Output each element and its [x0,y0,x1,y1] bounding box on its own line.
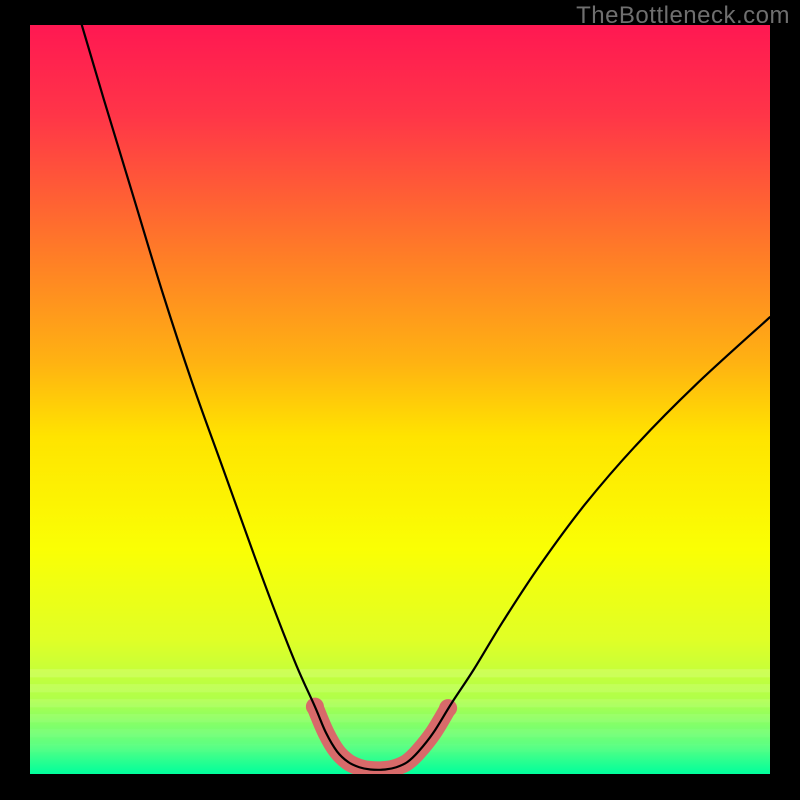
band-stripe [30,744,770,752]
plot-area [30,25,770,774]
band-stripe [30,669,770,677]
chart-container: TheBottleneck.com [0,0,800,800]
chart-svg [0,0,800,800]
watermark-text: TheBottleneck.com [576,2,790,30]
band-stripe [30,729,770,737]
band-stripe [30,684,770,692]
band-stripe [30,714,770,722]
gradient-background [30,25,770,774]
band-stripe [30,699,770,707]
